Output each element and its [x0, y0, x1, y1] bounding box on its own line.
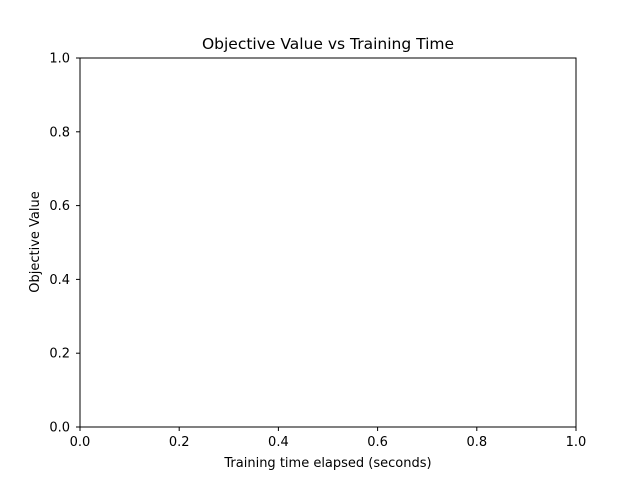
x-ticks: 0.0 0.2 0.4 0.6 0.8 1.0 — [70, 427, 587, 450]
plot-area — [79, 57, 577, 428]
y-ticks: 0.0 0.2 0.4 0.6 0.8 1.0 — [49, 52, 80, 436]
y-tick-label: 0.0 — [49, 421, 70, 436]
x-tick-label: 0.4 — [268, 435, 289, 450]
chart-title: Objective Value vs Training Time — [202, 35, 454, 53]
x-tick-label: 0.6 — [367, 435, 388, 450]
y-axis-label: Objective Value — [28, 191, 43, 292]
y-axis: 0.0 0.2 0.4 0.6 0.8 1.0 — [49, 52, 80, 436]
y-tick-label: 0.6 — [49, 199, 70, 214]
y-tick-label: 0.2 — [49, 347, 70, 362]
x-axis-label: Training time elapsed (seconds) — [223, 456, 431, 471]
x-tick-label: 0.2 — [169, 435, 190, 450]
x-tick-label: 0.8 — [466, 435, 487, 450]
x-tick-label: 0.0 — [70, 435, 91, 450]
axes-frame — [79, 57, 577, 428]
y-tick-label: 1.0 — [49, 52, 70, 67]
x-axis: 0.0 0.2 0.4 0.6 0.8 1.0 — [70, 427, 587, 450]
x-tick-label: 1.0 — [566, 435, 587, 450]
y-tick-label: 0.8 — [49, 125, 70, 140]
y-tick-label: 0.4 — [49, 273, 70, 288]
